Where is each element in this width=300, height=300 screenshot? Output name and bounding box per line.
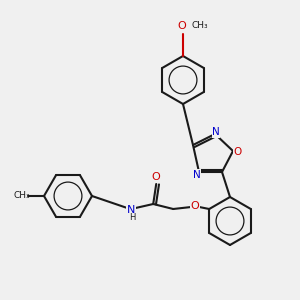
Text: O: O: [178, 21, 186, 31]
Text: CH₃: CH₃: [14, 191, 30, 200]
Text: N: N: [193, 170, 201, 180]
Text: O: O: [191, 201, 200, 211]
Text: H: H: [129, 214, 135, 223]
Text: O: O: [234, 147, 242, 157]
Text: N: N: [212, 127, 220, 137]
Text: O: O: [152, 172, 161, 182]
Text: N: N: [127, 205, 135, 215]
Text: CH₃: CH₃: [192, 22, 208, 31]
